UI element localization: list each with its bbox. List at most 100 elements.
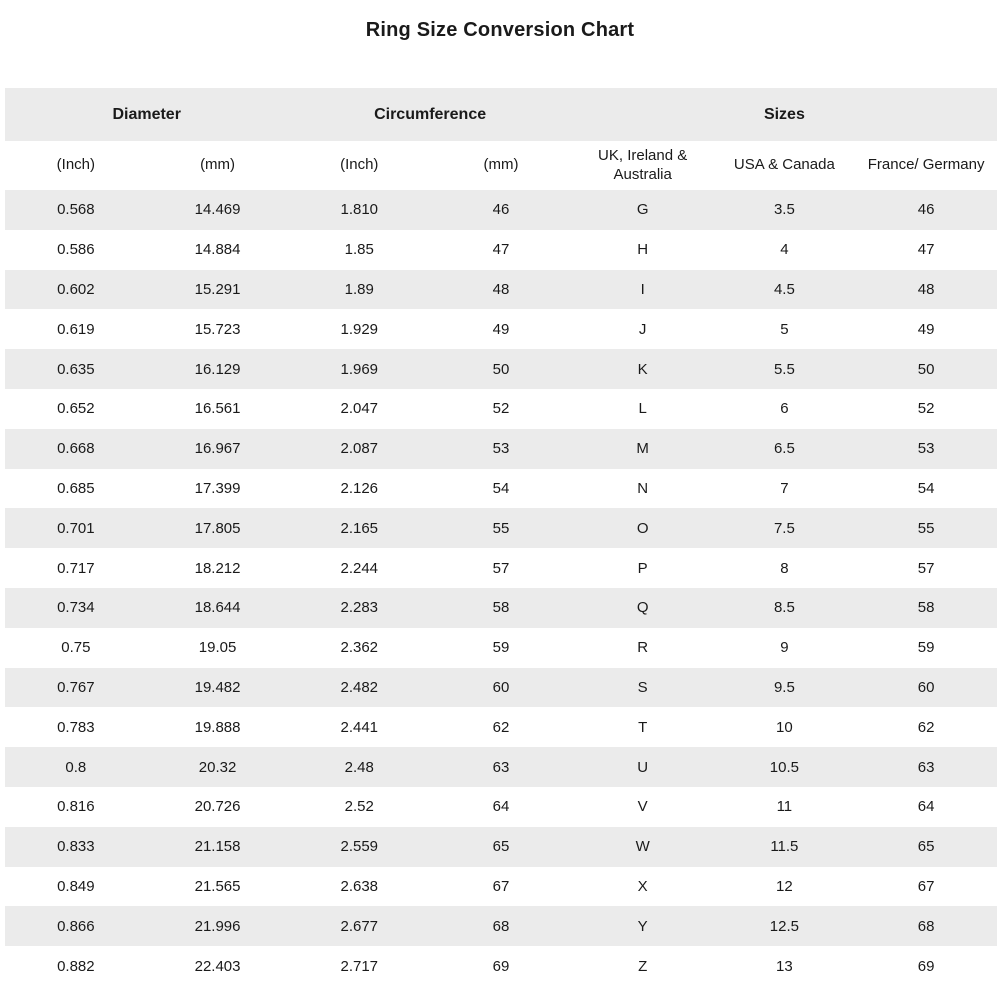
table-cell: 0.866 — [57, 917, 95, 935]
table-cell: 68 — [492, 917, 510, 935]
table-cell: 0.701 — [57, 519, 95, 537]
table-row: 0.635 16.129 1.969 50 K 5.5 50 — [5, 349, 997, 389]
table-row: 0.602 15.291 1.89 48 I 4.5 48 — [5, 269, 997, 310]
table-cell: 2.047 — [340, 400, 379, 418]
table-cell: 16.967 — [194, 440, 241, 458]
table-cell: 48 — [492, 280, 510, 298]
table-cell: 0.783 — [57, 718, 95, 736]
table-row: 0.734 18.644 2.283 58 Q 8.5 58 — [5, 587, 997, 628]
table-cell: 1.89 — [344, 280, 374, 298]
table-cell: 62 — [492, 718, 510, 736]
ring-size-conversion-table: Diameter Circumference Sizes (Inch) (mm) (In… — [5, 88, 997, 986]
group-header-circumference: Circumference — [288, 88, 572, 141]
column-header: France/ Germany — [855, 141, 997, 190]
table-cell: 1.929 — [340, 320, 379, 338]
table-cell: 15.291 — [194, 280, 241, 298]
table-cell: O — [636, 519, 649, 537]
table-cell: 0.882 — [57, 957, 95, 975]
table-cell: 17.399 — [194, 479, 241, 497]
table-cell: 2.362 — [340, 639, 379, 657]
table-row: 0.833 21.158 2.559 65 W 11.5 65 — [5, 826, 997, 867]
table-cell: T — [638, 718, 648, 736]
table-cell: 3.5 — [773, 201, 795, 219]
table-row: 0.619 15.723 1.929 49 J 5 49 — [5, 309, 997, 350]
table-cell: H — [637, 241, 649, 259]
table-cell: 2.677 — [340, 917, 379, 935]
table-cell: 55 — [917, 519, 935, 537]
table-cell: I — [640, 280, 645, 298]
table-cell: 1.85 — [344, 241, 374, 259]
table-cell: 0.568 — [57, 201, 95, 219]
table-cell: 50 — [492, 360, 510, 378]
column-header: (mm) — [430, 141, 572, 190]
table-cell: 19.888 — [194, 718, 241, 736]
table-cell: 2.638 — [340, 877, 379, 895]
table-cell: 19.05 — [198, 639, 237, 657]
table-cell: 63 — [492, 758, 510, 776]
table-cell: 7.5 — [773, 519, 795, 537]
table-cell: 10 — [776, 718, 793, 736]
table-cell: 0.833 — [57, 838, 95, 856]
table-cell: 7 — [780, 479, 789, 497]
table-cell: 4.5 — [773, 280, 795, 298]
table-cell: 1.810 — [340, 201, 379, 219]
table-cell: 48 — [917, 280, 935, 298]
table-cell: 2.087 — [340, 440, 379, 458]
column-header-row: (Inch) (mm) (Inch) (mm) UK, Ireland & Austra… — [5, 141, 997, 190]
table-cell: 21.158 — [194, 838, 241, 856]
table-cell: 2.283 — [340, 599, 379, 617]
table-cell: M — [636, 440, 649, 458]
table-cell: 2.559 — [340, 838, 379, 856]
table-cell: Q — [636, 599, 649, 617]
table-row: 0.701 17.805 2.165 55 O 7.5 55 — [5, 508, 997, 549]
table-cell: 21.565 — [194, 877, 241, 895]
table-cell: 5 — [780, 320, 789, 338]
column-header: (mm) — [146, 141, 289, 190]
table-cell: 52 — [917, 400, 935, 418]
table-cell: 18.644 — [194, 599, 241, 617]
page-title: Ring Size Conversion Chart — [365, 19, 635, 41]
table-cell: 69 — [492, 957, 510, 975]
table-cell: 2.165 — [340, 519, 379, 537]
table-cell: 0.602 — [57, 280, 95, 298]
table-row: 0.685 17.399 2.126 54 N 7 54 — [5, 468, 997, 509]
table-cell: 21.996 — [194, 917, 241, 935]
table-cell: 68 — [917, 917, 935, 935]
table-cell: 0.8 — [65, 758, 87, 776]
table-cell: 6 — [780, 400, 789, 418]
table-cell: 1.969 — [340, 360, 379, 378]
table-cell: 20.32 — [198, 758, 237, 776]
table-cell: 50 — [917, 360, 935, 378]
table-row: 0.866 21.996 2.677 68 Y 12.5 68 — [5, 906, 997, 947]
table-cell: 13 — [776, 957, 793, 975]
table-cell: V — [637, 798, 648, 816]
table-cell: L — [638, 400, 647, 418]
table-cell: U — [637, 758, 649, 776]
table-cell: 47 — [917, 241, 935, 259]
table-cell: N — [637, 479, 649, 497]
group-header-sizes: Sizes — [571, 88, 997, 141]
table-cell: 65 — [917, 838, 935, 856]
table-cell: 65 — [492, 838, 510, 856]
table-cell: 59 — [492, 639, 510, 657]
table-cell: 69 — [917, 957, 935, 975]
table-cell: 14.884 — [194, 241, 241, 259]
table-cell: 2.244 — [340, 559, 379, 577]
table-cell: 67 — [492, 877, 510, 895]
column-header: (Inch) — [288, 141, 431, 190]
table-cell: 9.5 — [773, 678, 795, 696]
table-cell: 64 — [492, 798, 510, 816]
table-cell: 17.805 — [194, 519, 241, 537]
table-cell: Z — [638, 957, 648, 975]
table-cell: 60 — [492, 678, 510, 696]
table-row: 0.816 20.726 2.52 64 V 11 64 — [5, 786, 997, 827]
table-header: Diameter Circumference Sizes (Inch) (mm) (In… — [5, 88, 997, 190]
table-cell: X — [637, 877, 648, 895]
table-cell: 0.619 — [57, 320, 95, 338]
table-cell: J — [638, 320, 647, 338]
table-cell: 60 — [917, 678, 935, 696]
table-cell: 0.816 — [57, 798, 95, 816]
table-row: 0.75 19.05 2.362 59 R 9 59 — [5, 627, 997, 668]
table-cell: 49 — [917, 320, 935, 338]
table-cell: 63 — [917, 758, 935, 776]
